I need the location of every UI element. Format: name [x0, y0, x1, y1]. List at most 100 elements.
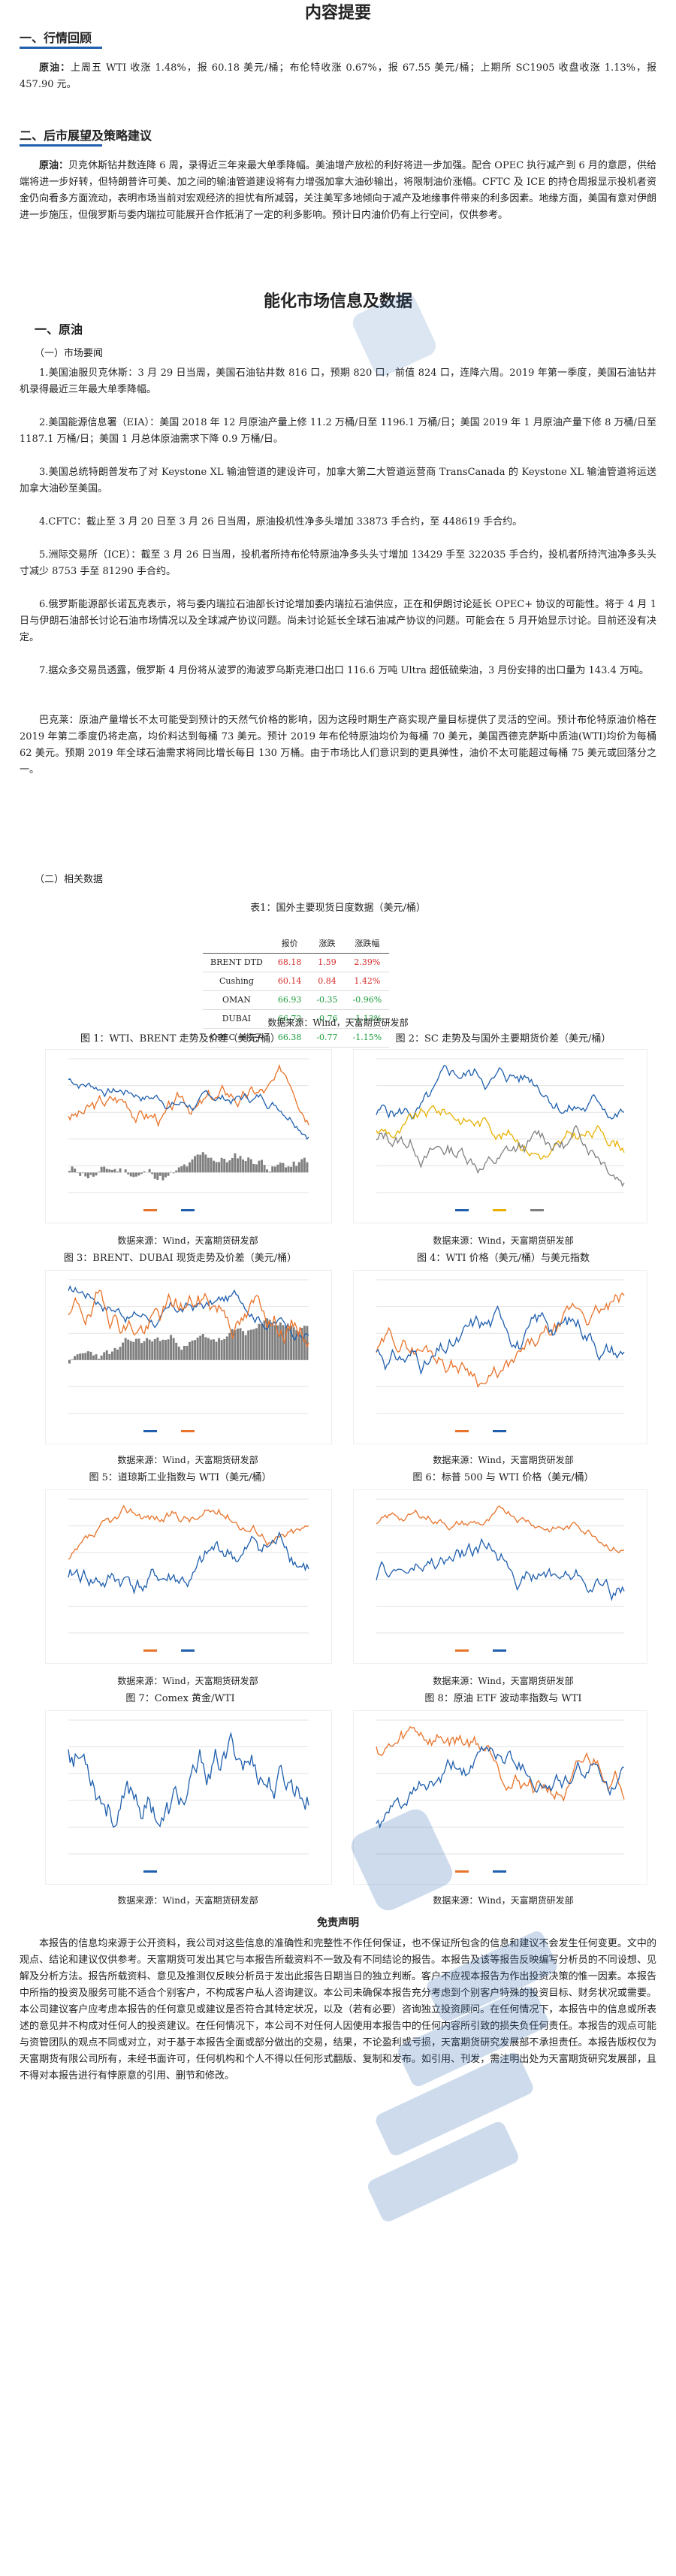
spread-bar — [228, 1332, 231, 1360]
spread-bar — [239, 1156, 242, 1173]
news-item: 2.美国能源信息署（EIA）：美国 2018 年 12 月原油产量上修 11.2… — [20, 417, 656, 445]
spread-bar — [191, 1340, 194, 1360]
spread-bar — [189, 1162, 191, 1173]
spread-bar — [161, 1339, 164, 1360]
figure-source: 数据来源：Wind，天富期货研发部 — [117, 1455, 258, 1465]
disclaimer-title: 免责声明 — [317, 1917, 359, 1929]
spread-bar — [194, 1340, 197, 1360]
spread-bar — [170, 1172, 173, 1173]
legend-swatch — [143, 1430, 157, 1432]
summary-review-para: 原油：上周五 WTI 收涨 1.48%，报 60.18 美元/桶；布伦特收涨 0… — [20, 60, 656, 93]
spread-bar — [79, 1172, 82, 1176]
table-cell: 66.72 — [270, 1009, 309, 1029]
table-cell: 60.14 — [270, 972, 309, 991]
spread-bar — [218, 1162, 221, 1173]
spread-bar — [231, 1157, 234, 1173]
section-underline — [20, 144, 102, 147]
spread-bar — [292, 1327, 295, 1360]
spread-bar — [177, 1346, 180, 1360]
spread-bar — [129, 1172, 132, 1177]
spread-bar — [287, 1166, 290, 1173]
summary-title: 内容提要 — [304, 3, 371, 23]
spread-bar — [249, 1329, 252, 1360]
spread-bar — [242, 1159, 245, 1173]
table-header-cell: 涨跌 — [309, 935, 346, 954]
spread-bar — [268, 1320, 271, 1360]
legend-swatch — [455, 1649, 469, 1652]
table-cell: 1.42% — [345, 972, 390, 991]
data-subtitle: （二）相关数据 — [35, 874, 104, 885]
series-line — [68, 1531, 309, 1595]
spread-bar — [124, 1338, 127, 1360]
spread-bar — [172, 1172, 175, 1174]
spread-bar — [183, 1345, 186, 1360]
spread-bar — [119, 1347, 122, 1360]
spread-bar — [244, 1335, 247, 1360]
spread-bar — [71, 1166, 74, 1173]
spread-bar — [204, 1337, 207, 1360]
table-cell: 0.84 — [309, 972, 346, 991]
spread-bar — [237, 1329, 239, 1360]
spread-bar — [242, 1331, 245, 1360]
series-line — [376, 1065, 625, 1120]
table-row: OMAN 66.93 -0.35 -0.96% — [203, 990, 390, 1010]
spread-bar — [225, 1162, 228, 1173]
spread-bar — [295, 1330, 298, 1360]
spread-bar — [151, 1341, 154, 1360]
series-line — [376, 1725, 625, 1802]
spread-bar — [137, 1172, 140, 1176]
spread-bar — [252, 1163, 255, 1173]
spread-bar — [252, 1329, 255, 1360]
summary-review-label: 原油： — [39, 62, 71, 74]
spread-bar — [213, 1160, 215, 1173]
spread-bar — [76, 1172, 79, 1173]
table-cell: -0.77 — [309, 1028, 346, 1048]
spread-bar — [172, 1338, 175, 1360]
table-cell: Cushing — [203, 972, 270, 991]
spread-bar — [103, 1352, 106, 1360]
spread-bar — [148, 1339, 151, 1360]
spread-bar — [196, 1337, 199, 1360]
spread-bar — [153, 1339, 156, 1360]
table-header-cell — [203, 935, 270, 954]
spread-bar — [132, 1172, 135, 1178]
spread-bar — [189, 1341, 191, 1360]
table-cell: 66.93 — [270, 990, 309, 1010]
spread-bar — [223, 1338, 226, 1360]
spread-bar — [297, 1331, 300, 1360]
spread-bar — [263, 1165, 266, 1173]
table-cell: -0.96% — [345, 990, 390, 1010]
spread-bar — [153, 1172, 156, 1179]
series-line — [376, 1305, 625, 1375]
spread-bar — [76, 1354, 79, 1360]
spread-bar — [215, 1341, 218, 1360]
spread-bar — [127, 1172, 130, 1175]
table-row: DUBAI 66.72 -0.76 -1.13% — [203, 1009, 390, 1029]
legend-swatch — [493, 1209, 506, 1211]
spread-bar — [276, 1325, 279, 1360]
figure-3-chart — [45, 1270, 332, 1444]
figure-5-caption: 图 5：道琼斯工业指数与 WTI（美元/桶） — [89, 1472, 272, 1483]
summary-outlook-para: 原油：贝克休斯钻井数连降 6 周，录得近三年来最大单季降幅。美油增产放松的利好将… — [20, 158, 656, 224]
figure-1-caption: 图 1：WTI、BRENT 走势及价差（美元/桶） — [80, 1033, 280, 1045]
figure-3-caption: 图 3：BRENT、DUBAI 现货走势及价差（美元/桶） — [63, 1253, 297, 1264]
spread-bar — [295, 1166, 298, 1173]
spread-bar — [207, 1157, 210, 1173]
series-line — [376, 1124, 625, 1187]
spread-bar — [81, 1172, 84, 1174]
figure-4-chart — [353, 1270, 647, 1444]
spread-bar — [122, 1342, 125, 1360]
figure-source: 数据来源：Wind，天富期货研发部 — [117, 1235, 258, 1246]
spread-bar — [98, 1359, 101, 1360]
spread-bar — [81, 1353, 84, 1360]
summary-review-text: 上周五 WTI 收涨 1.48%，报 60.18 美元/桶；布伦特收涨 0.67… — [20, 62, 656, 90]
spread-bar — [89, 1351, 92, 1360]
figure-2-caption: 图 2：SC 走势及与国外主要期货价差（美元/桶） — [395, 1033, 611, 1045]
series-line — [68, 1504, 309, 1560]
spread-bar — [215, 1162, 218, 1173]
news-item: 3.美国总统特朗普发布了对 Keystone XL 输油管道的建设许可，加拿大第… — [20, 467, 656, 494]
spread-bar — [156, 1337, 159, 1360]
spread-bar — [261, 1323, 263, 1360]
spread-bar — [186, 1345, 189, 1360]
spread-bar — [158, 1172, 161, 1176]
